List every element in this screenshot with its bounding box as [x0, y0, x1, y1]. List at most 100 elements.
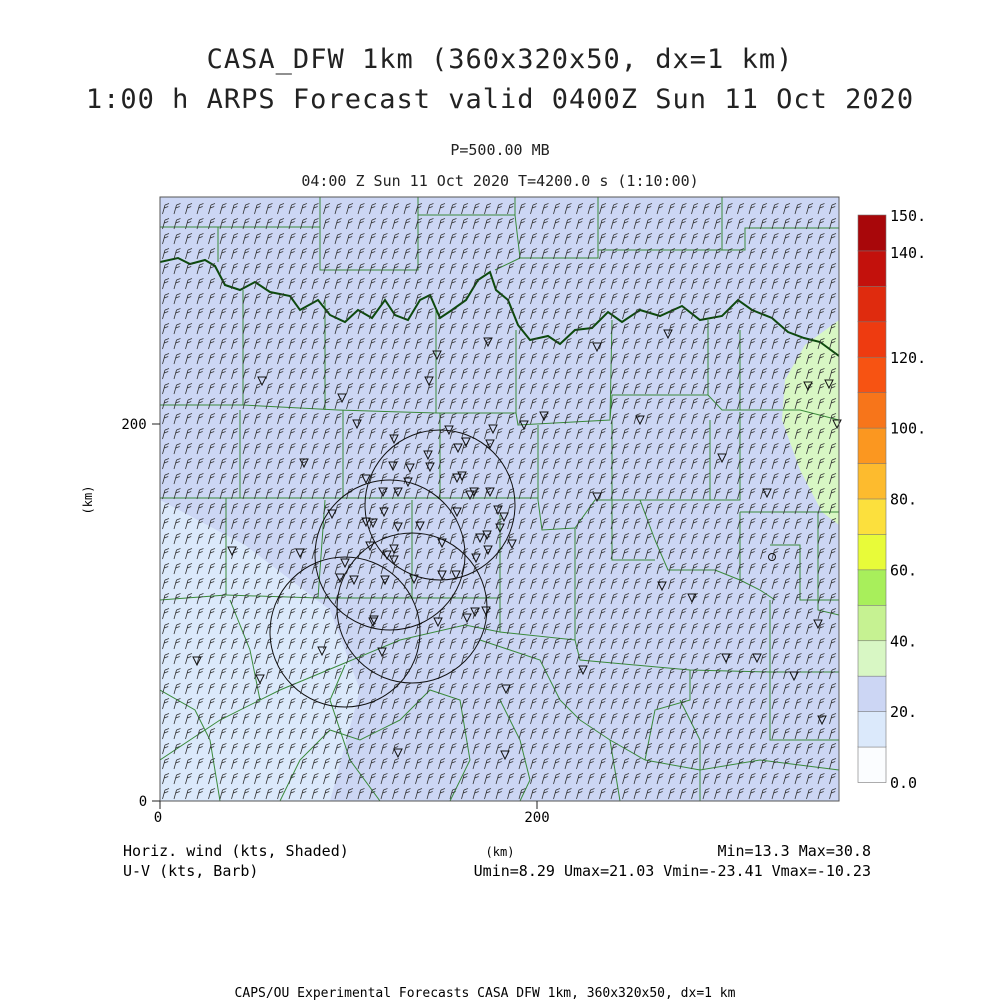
down-triangle-icon [469, 487, 479, 498]
color-scale-label: 40. [890, 632, 917, 650]
color-scale-swatch [857, 746, 887, 783]
down-triangle-icon [369, 615, 379, 626]
down-triangle-icon [361, 517, 371, 528]
down-triangle-icon [461, 437, 471, 448]
down-triangle-icon [451, 570, 461, 581]
down-triangle-icon [380, 575, 390, 586]
color-scale-swatch [857, 533, 887, 571]
down-triangle-icon [388, 461, 398, 472]
color-scale-swatch [857, 356, 887, 393]
y-tick-label: 200 [121, 417, 146, 433]
color-scale-swatch [857, 569, 887, 606]
color-scale-swatch [857, 285, 887, 323]
wind-barbs [162, 203, 837, 800]
color-scale-label: 100. [890, 420, 926, 438]
down-triangle-icon [495, 523, 505, 534]
down-triangle-icon [317, 646, 327, 657]
down-triangle-icon [227, 546, 237, 557]
down-triangle-icon [471, 553, 481, 564]
down-triangle-icon [299, 458, 309, 469]
down-triangle-icon [255, 674, 265, 685]
y-axis-unit: (km) [81, 486, 95, 515]
down-triangle-icon [813, 619, 823, 630]
color-scale-swatch [857, 498, 887, 535]
down-triangle-icon [752, 653, 762, 664]
down-triangle-icon [687, 593, 697, 604]
color-scale-swatch [857, 214, 887, 252]
color-scale-label: 0.0 [890, 774, 917, 792]
down-triangle-icon [717, 453, 727, 464]
down-triangle-icon [721, 653, 731, 664]
down-triangle-icon [340, 558, 350, 569]
color-scale-swatch [857, 639, 887, 677]
down-triangle-icon [389, 555, 399, 566]
down-triangle-icon [327, 509, 337, 520]
down-triangle-icon [389, 544, 399, 555]
color-scale-label: 60. [890, 561, 917, 579]
color-scale-bar [857, 214, 887, 783]
down-triangle-icon [415, 521, 425, 532]
range-ring [269, 556, 421, 708]
down-triangle-icon [393, 748, 403, 759]
color-scale-swatch [857, 427, 887, 464]
down-triangle-icon [257, 376, 267, 387]
down-triangle-icon [465, 490, 475, 501]
down-triangle-icon [539, 411, 549, 422]
color-scale-label: 150. [890, 207, 926, 225]
down-triangle-icon [437, 570, 447, 581]
radar-range-rings [269, 429, 516, 708]
down-triangle-icon [803, 381, 813, 392]
station-markers [192, 329, 842, 761]
down-triangle-icon [365, 541, 375, 552]
down-triangle-icon [592, 492, 602, 503]
color-scale-swatch [857, 675, 887, 712]
x-axis-unit: (km) [486, 845, 515, 859]
down-triangle-icon [433, 617, 443, 628]
down-triangle-icon [657, 581, 667, 592]
color-scale-swatch [857, 391, 887, 429]
color-scale-swatch [857, 710, 887, 748]
down-triangle-icon [349, 575, 359, 586]
station-circle-icon [768, 553, 776, 561]
down-triangle-icon [378, 487, 388, 498]
y-tick-label: 0 [139, 794, 147, 810]
down-triangle-icon [482, 530, 492, 541]
down-triangle-icon [452, 473, 462, 484]
down-triangle-icon [368, 518, 378, 529]
plot-subtitle: 1:00 h ARPS Forecast valid 0400Z Sun 11 … [85, 84, 915, 115]
down-triangle-icon [635, 415, 645, 426]
down-triangle-icon [432, 350, 442, 361]
down-triangle-icon [452, 507, 462, 518]
down-triangle-icon [485, 439, 495, 450]
plot-title: CASA_DFW 1km (360x320x50, dx=1 km) [206, 44, 794, 75]
down-triangle-icon [393, 487, 403, 498]
color-scale-label: 120. [890, 349, 926, 367]
down-triangle-icon [500, 750, 510, 761]
wind-speed-shading [160, 197, 839, 801]
color-scale-labels: 150. 140. 120. 100. 80. 60. 40. 20. 0.0 [890, 207, 926, 792]
color-scale-label: 20. [890, 703, 917, 721]
down-triangle-icon [379, 507, 389, 518]
down-triangle-icon [423, 450, 433, 461]
x-tick-label: 200 [524, 810, 549, 826]
down-triangle-icon [457, 471, 467, 482]
down-triangle-icon [824, 379, 834, 390]
down-triangle-icon [485, 487, 495, 498]
down-triangle-icon [192, 656, 202, 667]
down-triangle-icon [592, 342, 602, 353]
down-triangle-icon [817, 715, 827, 726]
down-triangle-icon [488, 424, 498, 435]
range-ring [336, 532, 488, 684]
color-scale-swatch [857, 321, 887, 358]
color-scale-label: 80. [890, 491, 917, 509]
down-triangle-icon [578, 665, 588, 676]
down-triangle-icon [337, 393, 347, 404]
min-max-stats: Min=13.3 Max=30.8 [717, 842, 871, 860]
down-triangle-icon [501, 684, 511, 695]
state-boundary [160, 256, 839, 357]
axis-ticks [152, 423, 538, 809]
down-triangle-icon [663, 329, 673, 340]
down-triangle-icon [444, 425, 454, 436]
down-triangle-icon [352, 419, 362, 430]
down-triangle-icon [437, 538, 447, 549]
